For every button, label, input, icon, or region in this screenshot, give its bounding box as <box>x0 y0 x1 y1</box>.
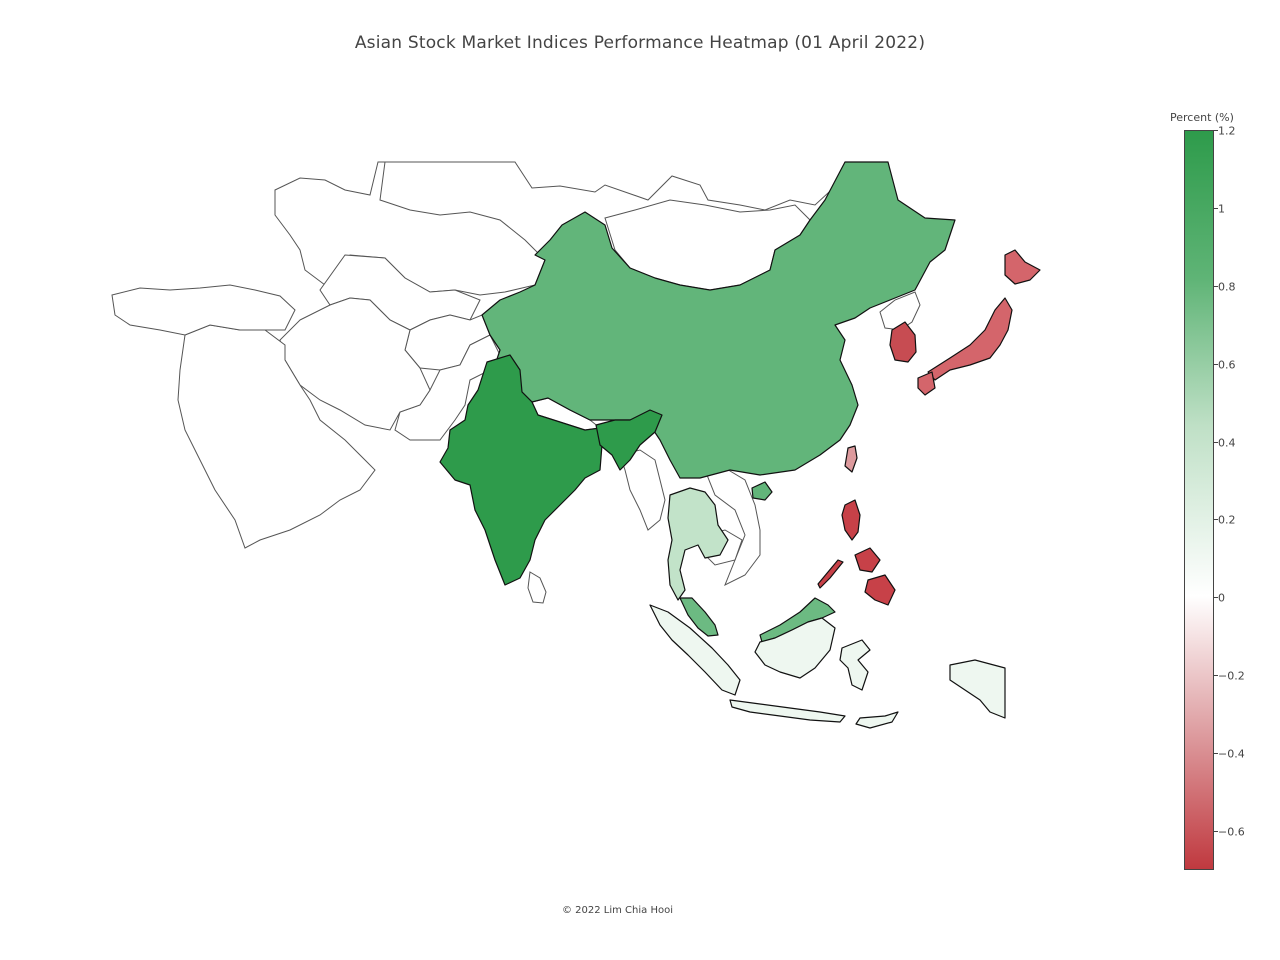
country-indonesia-sumatra[interactable] <box>649 604 741 696</box>
colorbar-tick-label: 0 <box>1218 591 1225 605</box>
country-india-northeast[interactable] <box>595 409 663 471</box>
region-middle-east-outline <box>177 324 376 549</box>
colorbar-tick-mark <box>1214 675 1218 677</box>
country-japan-honshu[interactable] <box>927 297 1013 381</box>
region-bhutan-myanmar-outline <box>619 449 666 531</box>
colorbar-tick-label: 1 <box>1218 202 1225 216</box>
region-turkey-caucasus-outline <box>111 284 296 336</box>
colorbar-tick-mark <box>1214 285 1218 287</box>
country-japan-kyushu[interactable] <box>917 371 936 396</box>
colorbar <box>1184 130 1214 870</box>
country-japan-hokkaido[interactable] <box>1004 249 1041 285</box>
colorbar-tick-mark <box>1214 831 1218 833</box>
colorbar-tick-mark <box>1214 597 1218 599</box>
colorbar-tick-mark <box>1214 130 1218 131</box>
colorbar-tick-label: −0.4 <box>1218 747 1245 761</box>
copyright-footer: © 2022 Lim Chia Hooi <box>561 905 673 916</box>
country-philippines-visayas[interactable] <box>854 547 881 573</box>
country-indonesia-papua[interactable] <box>949 659 1006 719</box>
colorbar-tick-label: 0.2 <box>1218 513 1236 527</box>
colorbar-tick-label: −0.6 <box>1218 825 1245 839</box>
country-philippines-luzon[interactable] <box>841 499 861 541</box>
region-laos-vietnam-outline <box>704 467 761 587</box>
country-china[interactable] <box>481 161 956 479</box>
country-indonesia-kalimantan[interactable] <box>754 617 836 679</box>
colorbar-tick-label: 0.8 <box>1218 280 1236 294</box>
colorbar-tick-mark <box>1214 363 1218 365</box>
country-indonesia-islands[interactable] <box>855 711 899 729</box>
country-china-hainan[interactable] <box>751 481 773 501</box>
country-taiwan[interactable] <box>844 445 858 473</box>
region-russia-outline <box>380 161 846 211</box>
country-south-korea[interactable] <box>889 321 917 363</box>
colorbar-tick-mark <box>1214 207 1218 209</box>
country-thailand[interactable] <box>667 487 729 601</box>
country-philippines-palawan[interactable] <box>817 559 844 589</box>
colorbar-tick-label: 0.6 <box>1218 358 1236 372</box>
colorbar-tick-mark <box>1214 441 1218 443</box>
map-title: Asian Stock Market Indices Performance H… <box>354 33 926 53</box>
colorbar-tick-mark <box>1214 519 1218 521</box>
colorbar-tick-label: 1.2 <box>1218 124 1236 138</box>
colorbar-tick-label: −0.2 <box>1218 669 1245 683</box>
colorbar-tick-mark <box>1214 753 1218 755</box>
region-kazakhstan-outline <box>274 161 546 296</box>
colorbar-tick-label: 0.4 <box>1218 436 1236 450</box>
country-india[interactable] <box>439 354 603 586</box>
region-north-korea-outline <box>879 291 921 331</box>
country-malaysia-peninsula[interactable] <box>679 597 719 637</box>
colorbar-title: Percent (%) <box>1170 111 1234 124</box>
region-sri-lanka-outline <box>527 571 547 604</box>
country-philippines-mindanao[interactable] <box>864 574 896 606</box>
country-indonesia-java[interactable] <box>729 699 846 723</box>
country-indonesia-sulawesi[interactable] <box>839 639 871 691</box>
